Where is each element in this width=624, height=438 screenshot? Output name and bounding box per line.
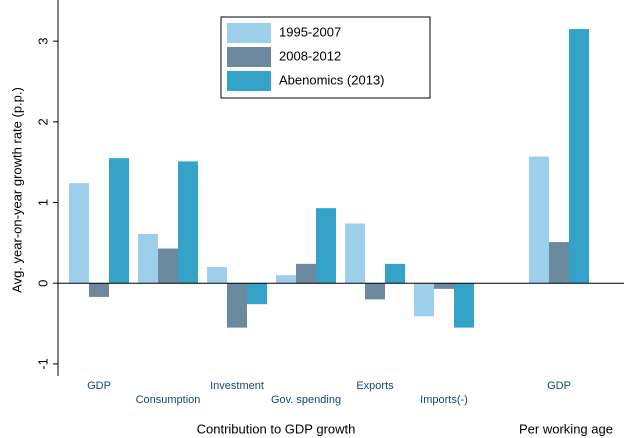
bar <box>569 29 589 284</box>
y-tick-label: 2 <box>35 118 50 125</box>
bar <box>434 283 454 289</box>
bar <box>247 283 267 305</box>
x-axis-title: Per working age <box>519 421 613 436</box>
bar <box>178 161 198 284</box>
y-tick-label: 0 <box>35 280 50 287</box>
legend-label: 2008-2012 <box>279 48 341 63</box>
bar <box>316 208 336 284</box>
bar <box>276 275 296 284</box>
y-tick-label: 3 <box>35 38 50 45</box>
bar <box>454 283 474 328</box>
x-tick-label: Exports <box>356 380 394 392</box>
legend-swatch <box>227 47 271 67</box>
bar <box>227 283 247 328</box>
y-tick-label: -1 <box>35 358 50 370</box>
bar <box>138 233 158 284</box>
x-tick-label: Consumption <box>136 394 201 406</box>
x-tick-label: Investment <box>210 380 264 392</box>
bar <box>207 267 227 284</box>
x-tick-label: Gov. spending <box>271 394 341 406</box>
legend-swatch <box>227 71 271 91</box>
bar <box>549 242 569 284</box>
bar <box>345 223 365 284</box>
bar <box>529 156 549 284</box>
legend-swatch <box>227 23 271 43</box>
bar <box>158 248 178 284</box>
bar <box>385 263 405 284</box>
bar <box>109 158 129 284</box>
x-tick-label: GDP <box>547 380 571 392</box>
bar <box>69 183 89 284</box>
x-axis-title: Contribution to GDP growth <box>197 421 356 436</box>
bar <box>414 283 434 317</box>
x-tick-label: GDP <box>87 380 111 392</box>
bar <box>365 283 385 300</box>
x-tick-label: Imports(-) <box>420 394 468 406</box>
y-axis-title: Avg. year-on-year growth rate (p.p.) <box>9 87 24 293</box>
bar <box>89 283 109 297</box>
y-tick-label: 1 <box>35 199 50 206</box>
legend-label: 1995-2007 <box>279 24 341 39</box>
bar <box>296 263 316 284</box>
legend-label: Abenomics (2013) <box>279 72 385 87</box>
